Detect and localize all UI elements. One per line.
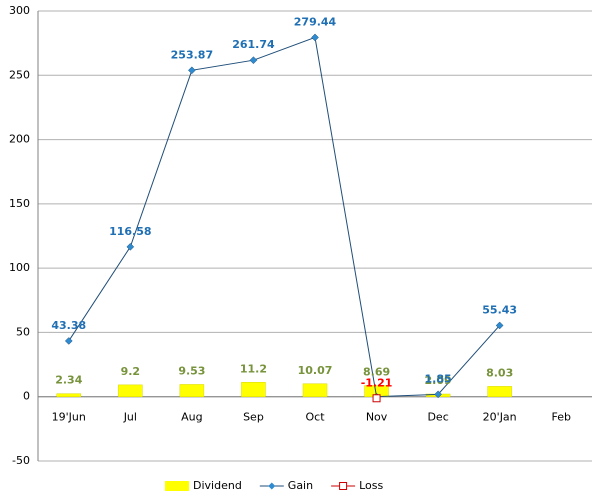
bar xyxy=(56,393,82,397)
marker xyxy=(188,66,196,75)
bar-label: 10.07 xyxy=(298,364,333,377)
bar-label: 11.2 xyxy=(240,362,267,375)
bar xyxy=(179,384,205,397)
legend-label: Loss xyxy=(359,479,383,492)
marker xyxy=(495,321,504,330)
bar-label: 9.2 xyxy=(121,365,141,378)
bar xyxy=(241,382,266,397)
line xyxy=(68,36,501,398)
line-label: 116.58 xyxy=(109,225,151,238)
marker-label: -1.21 xyxy=(361,376,393,389)
bar-label: 2.09 xyxy=(425,374,452,387)
bar xyxy=(118,384,143,397)
y-tick-label: 300 xyxy=(9,4,30,17)
x-tick-label: Feb xyxy=(551,411,570,424)
y-tick-label: 100 xyxy=(9,261,30,274)
marker xyxy=(64,337,73,345)
bar xyxy=(302,383,328,397)
legend-swatch xyxy=(339,482,348,490)
bar-label: 9.53 xyxy=(178,364,205,377)
bar-label: 2.34 xyxy=(55,374,82,387)
line-label: 55.43 xyxy=(482,303,517,316)
marker xyxy=(372,394,381,403)
bar xyxy=(487,386,512,397)
bar-label: 8.69 xyxy=(363,366,390,379)
x-tick-label: Sep xyxy=(243,411,264,424)
x-tick-label: Aug xyxy=(181,411,202,424)
x-tick-label: Jul xyxy=(123,411,137,424)
line-label: 261.74 xyxy=(232,38,275,51)
line-label: 1.85 xyxy=(425,372,452,385)
line-label: 279.44 xyxy=(294,15,337,28)
y-tick-label: 150 xyxy=(9,197,30,210)
x-tick-label: Nov xyxy=(366,411,388,424)
marker xyxy=(126,242,135,251)
marker xyxy=(249,56,258,65)
legend-label: Gain xyxy=(288,479,313,492)
marker xyxy=(434,390,442,399)
y-tick-label: 250 xyxy=(9,68,30,81)
bar-label: 8.03 xyxy=(486,366,513,379)
y-tick-label: 200 xyxy=(9,133,30,146)
legend-label: Dividend xyxy=(193,479,242,492)
x-tick-label: Dec xyxy=(427,411,448,424)
x-tick-label: 20'Jan xyxy=(483,411,517,424)
legend-swatch xyxy=(268,482,276,490)
x-tick-label: Oct xyxy=(305,411,325,424)
legend-swatch xyxy=(165,481,189,491)
line-label: 253.87 xyxy=(171,48,213,61)
x-tick-label: 19'Jun xyxy=(52,411,86,424)
y-tick-label: -50 xyxy=(12,454,30,467)
y-tick-label: 0 xyxy=(23,390,30,403)
y-tick-label: 50 xyxy=(16,325,30,338)
line-label: 43.38 xyxy=(51,319,86,332)
marker xyxy=(311,33,319,42)
